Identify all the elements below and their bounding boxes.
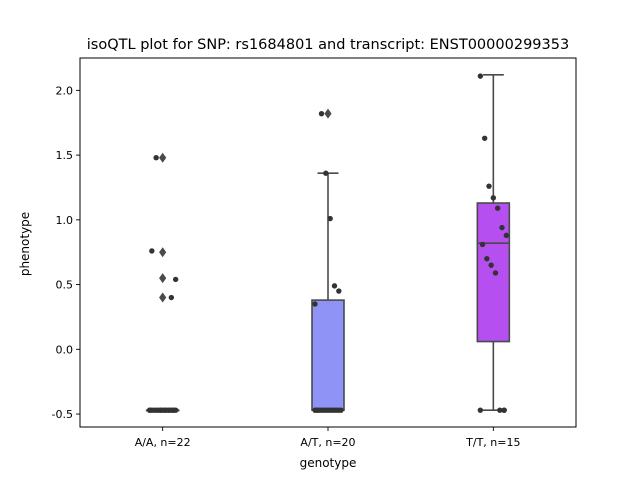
data-point-1-15: [331, 283, 338, 289]
y-tick-label-5: 2.0: [56, 84, 74, 97]
data-point-0-20: [172, 276, 179, 283]
data-point-0-16: [162, 407, 168, 413]
axes-frame: [79, 57, 577, 428]
x-tick-label-1: A/T, n=20: [300, 436, 355, 449]
data-point-0-12: [151, 407, 157, 413]
data-point-2-13: [477, 73, 484, 79]
data-point-1-10: [325, 407, 331, 413]
y-tick-label-0: -0.5: [52, 408, 73, 421]
data-point-2-12: [481, 135, 488, 141]
plot-area: -0.5 0.0 0.5 1.0 1.5 2.0 A/A, n=22 A/T, n=20 T/T…: [52, 57, 577, 449]
data-point-0-19: [149, 248, 155, 254]
data-point-0-14: [170, 407, 177, 413]
data-point-1-16: [327, 215, 333, 222]
outlier-0-2: [159, 273, 167, 284]
data-point-2-5: [484, 255, 490, 262]
data-point-2-4: [488, 262, 494, 268]
data-point-1-18: [318, 110, 325, 117]
outlier-0-1: [159, 247, 167, 258]
data-point-2-3: [492, 270, 499, 276]
data-point-2-6: [479, 241, 486, 248]
chart-title: isoQTL plot for SNP: rs1684801 and trans…: [87, 37, 569, 53]
outlier-0-3: [159, 292, 167, 303]
data-point-2-2: [497, 407, 503, 413]
y-axis-label: phenotype: [18, 212, 32, 276]
data-point-2-0: [477, 407, 484, 413]
data-point-0-21: [168, 294, 175, 301]
data-point-0-13: [146, 407, 153, 413]
data-point-1-8: [333, 407, 340, 413]
data-point-1-19: [314, 407, 320, 413]
y-tick-label-1: 0.0: [56, 343, 74, 356]
y-tick-label-4: 1.5: [56, 149, 74, 162]
data-point-2-9: [494, 205, 501, 211]
data-point-1-11: [320, 407, 327, 413]
data-point-0-18: [153, 154, 159, 161]
y-tick-label-2: 0.5: [56, 279, 74, 292]
data-point-1-7: [338, 407, 344, 413]
data-point-2-8: [499, 224, 505, 231]
data-point-0-15: [166, 407, 172, 413]
data-point-2-11: [486, 183, 492, 189]
box-1: [311, 299, 345, 411]
x-axis-label: genotype: [300, 456, 357, 470]
x-tick-label-0: A/A, n=22: [135, 436, 191, 449]
data-point-2-14: [501, 407, 507, 413]
data-point-2-10: [490, 195, 497, 201]
outlier-0-0: [159, 152, 167, 163]
data-point-1-13: [312, 301, 318, 307]
x-tick-label-2: T/T, n=15: [465, 436, 520, 449]
data-point-1-14: [336, 288, 342, 294]
y-tick-label-3: 1.0: [56, 214, 74, 227]
data-point-1-9: [329, 407, 336, 413]
outlier-1-0: [324, 108, 332, 119]
data-point-0-17: [157, 407, 164, 413]
data-point-1-17: [323, 170, 329, 176]
data-point-2-7: [503, 232, 510, 239]
